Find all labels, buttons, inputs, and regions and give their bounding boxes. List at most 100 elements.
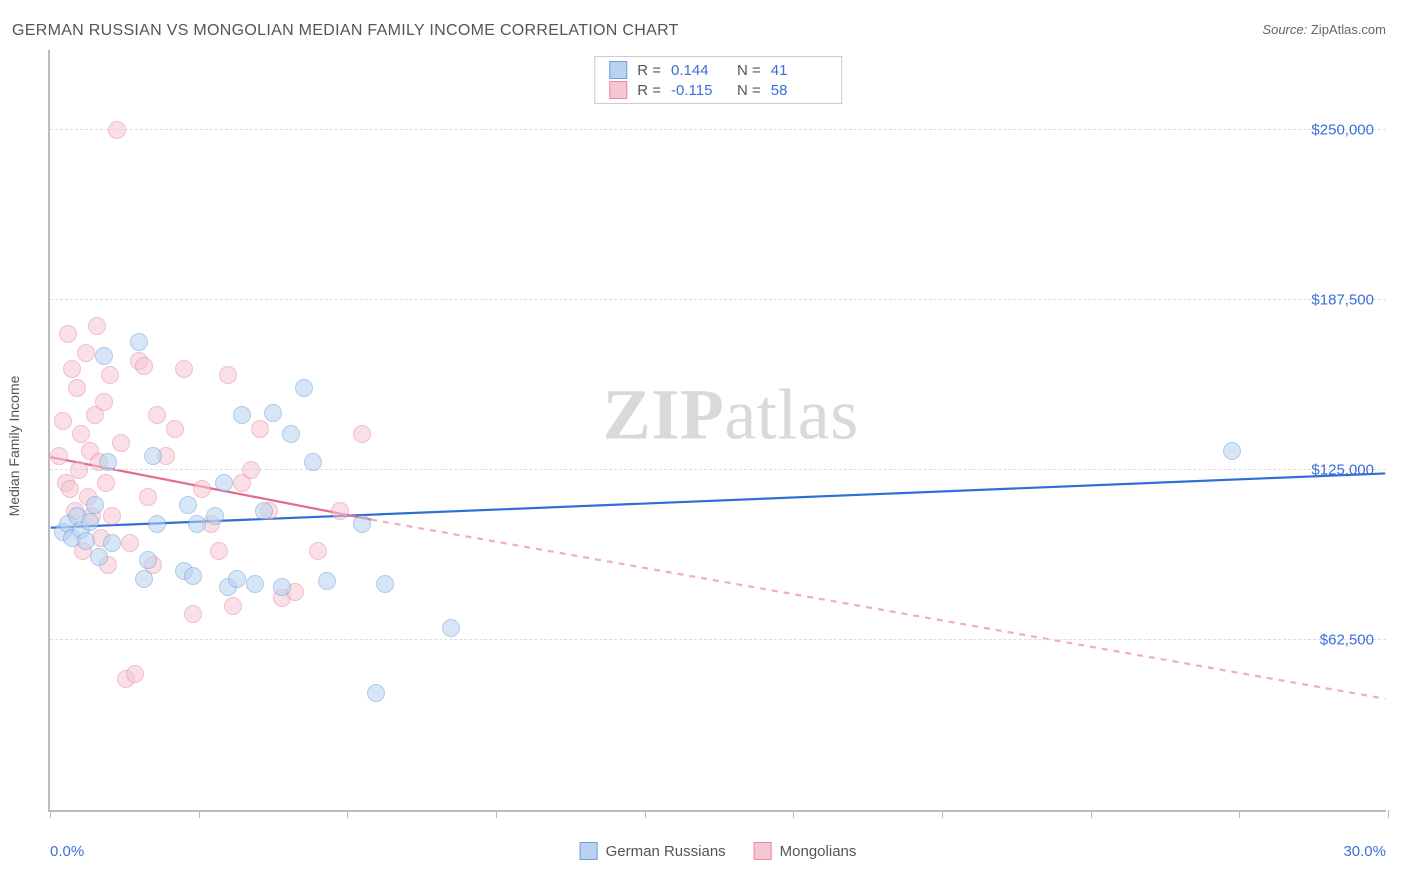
xtick: [1239, 810, 1240, 818]
scatter-point-german_russians: [304, 453, 322, 471]
scatter-point-mongolians: [135, 357, 153, 375]
ytick-label: $62,500: [1320, 631, 1374, 648]
stats-box: R = 0.144 N = 41 R = -0.115 N = 58: [594, 56, 842, 104]
gridline: [50, 129, 1386, 130]
scatter-point-mongolians: [210, 542, 228, 560]
stats-n-label: N =: [737, 82, 761, 99]
scatter-point-german_russians: [103, 534, 121, 552]
scatter-point-german_russians: [184, 567, 202, 585]
scatter-point-mongolians: [54, 412, 72, 430]
scatter-point-mongolians: [309, 542, 327, 560]
scatter-point-german_russians: [233, 406, 251, 424]
ytick-label: $250,000: [1311, 121, 1374, 138]
scatter-point-german_russians: [139, 551, 157, 569]
ytick-label: $125,000: [1311, 461, 1374, 478]
scatter-point-mongolians: [184, 605, 202, 623]
xtick-label: 30.0%: [1343, 843, 1386, 860]
scatter-point-german_russians: [255, 502, 273, 520]
scatter-point-german_russians: [246, 575, 264, 593]
xtick: [942, 810, 943, 818]
scatter-point-german_russians: [90, 548, 108, 566]
scatter-point-mongolians: [126, 665, 144, 683]
scatter-point-german_russians: [77, 532, 95, 550]
y-axis-label: Median Family Income: [6, 376, 22, 517]
scatter-point-mongolians: [50, 447, 68, 465]
scatter-point-german_russians: [376, 575, 394, 593]
gridline: [50, 299, 1386, 300]
scatter-point-mongolians: [95, 393, 113, 411]
scatter-point-mongolians: [112, 434, 130, 452]
stats-r-value-1: 0.144: [671, 62, 727, 79]
stats-n-label: N =: [737, 62, 761, 79]
xtick: [1388, 810, 1389, 818]
legend-label-series1: German Russians: [606, 843, 726, 860]
stats-r-label: R =: [637, 62, 661, 79]
scatter-point-mongolians: [331, 502, 349, 520]
scatter-point-mongolians: [193, 480, 211, 498]
scatter-point-german_russians: [367, 684, 385, 702]
scatter-point-mongolians: [353, 425, 371, 443]
plot-area: ZIPatlas R = 0.144 N = 41 R = -0.115 N =…: [48, 50, 1386, 812]
scatter-point-german_russians: [99, 453, 117, 471]
scatter-point-mongolians: [219, 366, 237, 384]
scatter-point-german_russians: [264, 404, 282, 422]
scatter-point-german_russians: [228, 570, 246, 588]
scatter-point-german_russians: [130, 333, 148, 351]
xtick: [199, 810, 200, 818]
stats-row-series1: R = 0.144 N = 41: [595, 60, 841, 80]
source-label: Source:: [1262, 22, 1307, 37]
scatter-point-mongolians: [139, 488, 157, 506]
scatter-point-mongolians: [63, 360, 81, 378]
stats-r-value-2: -0.115: [671, 82, 727, 99]
stats-swatch-series2: [609, 81, 627, 99]
scatter-point-german_russians: [179, 496, 197, 514]
scatter-point-german_russians: [135, 570, 153, 588]
xtick: [50, 810, 51, 818]
stats-swatch-series1: [609, 61, 627, 79]
chart-title: GERMAN RUSSIAN VS MONGOLIAN MEDIAN FAMIL…: [12, 22, 679, 40]
scatter-point-mongolians: [224, 597, 242, 615]
scatter-point-german_russians: [188, 515, 206, 533]
scatter-point-mongolians: [175, 360, 193, 378]
xtick: [793, 810, 794, 818]
scatter-point-german_russians: [206, 507, 224, 525]
scatter-point-mongolians: [77, 344, 95, 362]
scatter-point-german_russians: [282, 425, 300, 443]
legend-item-series1: German Russians: [580, 842, 726, 860]
trend-line: [51, 473, 1385, 527]
legend-label-series2: Mongolians: [780, 843, 857, 860]
scatter-point-german_russians: [144, 447, 162, 465]
scatter-point-mongolians: [61, 480, 79, 498]
xtick: [347, 810, 348, 818]
scatter-point-german_russians: [148, 515, 166, 533]
scatter-point-german_russians: [318, 572, 336, 590]
xtick: [645, 810, 646, 818]
scatter-point-german_russians: [353, 515, 371, 533]
scatter-point-mongolians: [108, 121, 126, 139]
legend-item-series2: Mongolians: [754, 842, 857, 860]
scatter-point-german_russians: [95, 347, 113, 365]
stats-r-label: R =: [637, 82, 661, 99]
scatter-point-mongolians: [166, 420, 184, 438]
source-attribution: Source: ZipAtlas.com: [1262, 22, 1386, 37]
legend-swatch-series2: [754, 842, 772, 860]
scatter-point-german_russians: [1223, 442, 1241, 460]
watermark: ZIPatlas: [603, 373, 859, 456]
scatter-point-mongolians: [251, 420, 269, 438]
stats-n-value-2: 58: [771, 82, 827, 99]
scatter-point-mongolians: [72, 425, 90, 443]
xtick: [496, 810, 497, 818]
gridline: [50, 639, 1386, 640]
scatter-point-mongolians: [88, 317, 106, 335]
scatter-point-mongolians: [101, 366, 119, 384]
scatter-point-mongolians: [97, 474, 115, 492]
xtick: [1091, 810, 1092, 818]
scatter-point-mongolians: [59, 325, 77, 343]
trend-line: [371, 520, 1385, 699]
watermark-part1: ZIP: [603, 374, 725, 454]
scatter-point-mongolians: [148, 406, 166, 424]
scatter-point-german_russians: [295, 379, 313, 397]
scatter-point-german_russians: [86, 496, 104, 514]
stats-n-value-1: 41: [771, 62, 827, 79]
scatter-point-mongolians: [242, 461, 260, 479]
